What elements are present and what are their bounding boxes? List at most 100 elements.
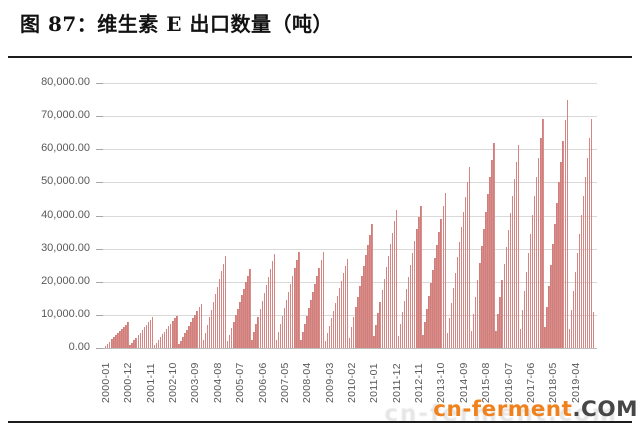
bar (210, 309, 213, 348)
bar (501, 280, 503, 348)
bar (434, 257, 436, 348)
bar (572, 290, 575, 348)
bar (525, 271, 528, 348)
bar (182, 336, 184, 348)
bar (231, 328, 233, 348)
bar (253, 332, 255, 348)
bar (127, 322, 129, 348)
bar (261, 300, 263, 348)
bar (377, 313, 379, 348)
bar (493, 143, 495, 348)
bar (489, 177, 491, 348)
x-axis-label: 2002-10 (167, 362, 180, 403)
bar (208, 317, 211, 348)
bar (123, 326, 125, 348)
bar (176, 315, 178, 348)
bar (523, 290, 526, 348)
bar (363, 265, 365, 348)
bar (129, 345, 131, 348)
bar (430, 283, 432, 348)
bar (153, 345, 156, 348)
bar (298, 251, 300, 348)
bar (383, 278, 385, 348)
bar (117, 333, 119, 348)
bar (119, 331, 121, 348)
bar (220, 271, 223, 348)
bar (371, 224, 373, 348)
bar (403, 300, 406, 348)
gridline (103, 248, 597, 250)
bar (255, 324, 257, 348)
bar (544, 327, 546, 348)
bar (582, 195, 585, 348)
bar (401, 312, 404, 348)
bar (395, 209, 398, 348)
bar (462, 212, 465, 348)
bar (407, 276, 410, 348)
x-axis-label: 2001-11 (144, 363, 157, 403)
bar (206, 324, 209, 348)
bar (133, 340, 135, 348)
bar (273, 253, 276, 348)
gridline (103, 83, 597, 84)
bar (279, 323, 282, 348)
bar (452, 287, 455, 348)
bar (450, 302, 453, 348)
bar (511, 195, 514, 348)
bar (485, 211, 487, 348)
bar (159, 337, 162, 348)
bar (590, 119, 593, 348)
bar (531, 214, 534, 348)
bar (405, 288, 408, 348)
bar (446, 332, 448, 348)
watermark-brand: cn-ferment (433, 397, 573, 422)
bar (566, 99, 568, 348)
bar (113, 337, 115, 348)
bar (243, 288, 245, 348)
y-axis-label: 40,000.00 (41, 208, 90, 221)
bar (336, 295, 339, 348)
bar (456, 257, 459, 348)
bar (322, 251, 324, 348)
bar (109, 341, 111, 348)
bar (163, 331, 166, 348)
bar (259, 308, 261, 348)
gridline (103, 348, 597, 349)
bar (165, 329, 168, 348)
bar (312, 291, 314, 348)
bar (454, 272, 457, 348)
bar (265, 285, 268, 348)
bar (438, 231, 440, 348)
bar (281, 315, 284, 348)
bar (233, 321, 235, 348)
bar (202, 340, 204, 348)
bar (328, 325, 331, 348)
y-axis-label: 50,000.00 (41, 175, 90, 188)
bar (334, 303, 337, 348)
bar (283, 307, 286, 348)
bar (196, 310, 198, 348)
bar (267, 277, 270, 348)
bar (361, 275, 363, 348)
bar (578, 233, 581, 348)
bar (367, 245, 369, 348)
bar (332, 310, 335, 348)
bar (344, 266, 347, 348)
y-axis-tick (96, 348, 103, 349)
bar (294, 267, 296, 348)
x-axis-label: 2005-07 (234, 362, 247, 403)
bar (389, 244, 392, 348)
bar (218, 278, 221, 348)
bar (448, 317, 451, 348)
bar (515, 162, 518, 348)
bar (588, 138, 591, 348)
bar (224, 255, 227, 348)
bar (468, 166, 471, 348)
bar (314, 283, 316, 348)
bar (556, 203, 558, 348)
x-axis-label: 2012-11 (413, 363, 426, 403)
y-axis-label: 70,000.00 (41, 109, 90, 122)
y-axis-tick (96, 83, 103, 84)
y-axis-tick (96, 182, 103, 184)
bar (365, 255, 367, 348)
